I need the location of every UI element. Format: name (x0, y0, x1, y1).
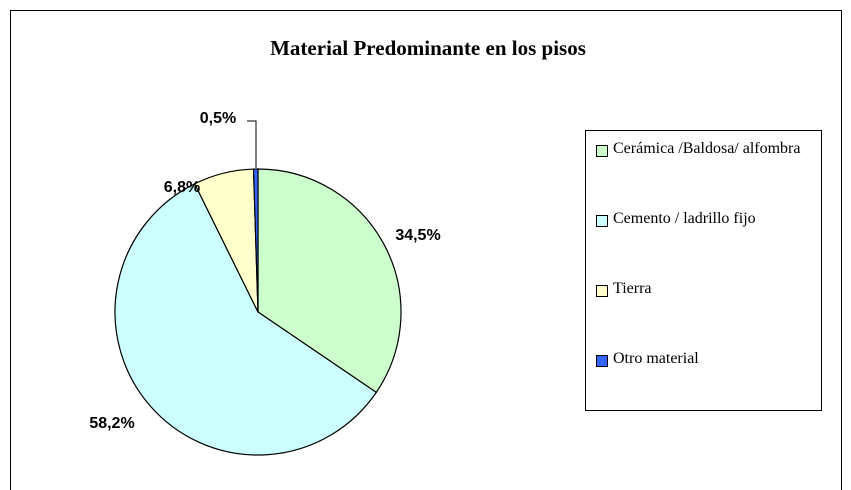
legend-swatch (596, 355, 608, 367)
pie-slice (114, 182, 378, 456)
legend-label: Tierra (613, 280, 652, 297)
legend-items: Cerámica /Baldosa/ alfombra Cemento / lad… (596, 140, 821, 405)
legend-item: Otro material (596, 350, 821, 405)
legend: Cerámica /Baldosa/ alfombra Cemento / lad… (596, 140, 821, 405)
legend-swatch (596, 145, 608, 157)
chart-title: Material Predominante en los pisos (270, 36, 586, 60)
legend-label: Otro material (613, 350, 699, 367)
legend-swatch (596, 215, 608, 227)
legend-item: Tierra (596, 280, 821, 350)
legend-item: Cerámica /Baldosa/ alfombra (596, 140, 821, 210)
pie-slice (257, 168, 402, 394)
leader-line (247, 120, 257, 168)
data-label: 34,5% (395, 227, 440, 244)
data-label: 0,5% (200, 110, 236, 127)
pie-slice (252, 168, 259, 313)
data-label: 6,8% (164, 179, 200, 196)
legend-box (585, 130, 822, 411)
legend-label: Cemento / ladrillo fijo (613, 210, 756, 227)
legend-swatch (596, 285, 608, 297)
data-label: 58,2% (89, 415, 134, 432)
legend-label: Cerámica /Baldosa/ alfombra (613, 140, 801, 157)
legend-item: Cemento / ladrillo fijo (596, 210, 821, 280)
